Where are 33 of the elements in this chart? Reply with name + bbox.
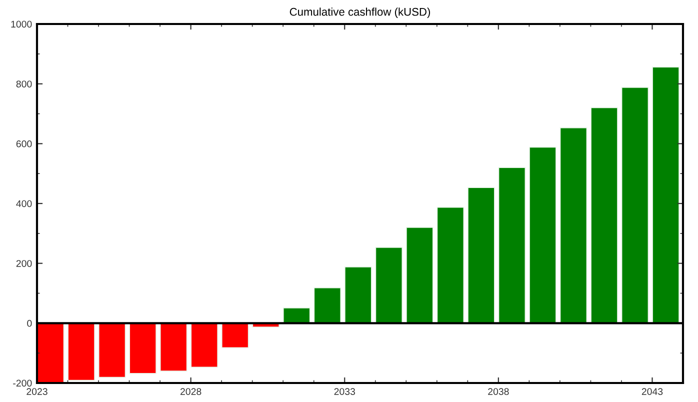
y-tick-label: 600	[16, 140, 32, 148]
y-tick-label: -200	[13, 380, 32, 387]
x-tick-label: 2023	[26, 388, 48, 395]
y-tick-label: 0	[27, 320, 32, 327]
x-tick-label: 2033	[334, 388, 356, 395]
chart-title: Cumulative cashflow (kUSD)	[290, 8, 430, 18]
bar	[68, 322, 95, 381]
bar	[529, 146, 556, 324]
x-tick-label: 2028	[180, 388, 202, 395]
bar	[282, 307, 310, 324]
bar	[560, 127, 588, 324]
bar	[160, 322, 188, 372]
bar	[221, 322, 249, 348]
y-tick-label: 200	[16, 260, 32, 267]
bar	[406, 227, 434, 324]
bar	[37, 322, 64, 383]
bar	[375, 247, 403, 324]
y-tick-label: 400	[16, 200, 32, 208]
bar	[98, 322, 126, 378]
bar	[498, 167, 526, 324]
bar	[652, 66, 680, 324]
bar	[590, 107, 618, 324]
bar	[436, 206, 464, 324]
bar	[621, 87, 649, 324]
y-tick-label: 1000	[11, 20, 32, 28]
bar	[314, 287, 342, 324]
x-tick-label: 2043	[642, 388, 663, 395]
x-tick-label: 2038	[488, 388, 509, 395]
bar	[344, 266, 372, 324]
y-tick-label: 800	[16, 80, 32, 88]
bar	[468, 187, 495, 324]
bar	[190, 322, 218, 368]
bar	[129, 322, 156, 374]
